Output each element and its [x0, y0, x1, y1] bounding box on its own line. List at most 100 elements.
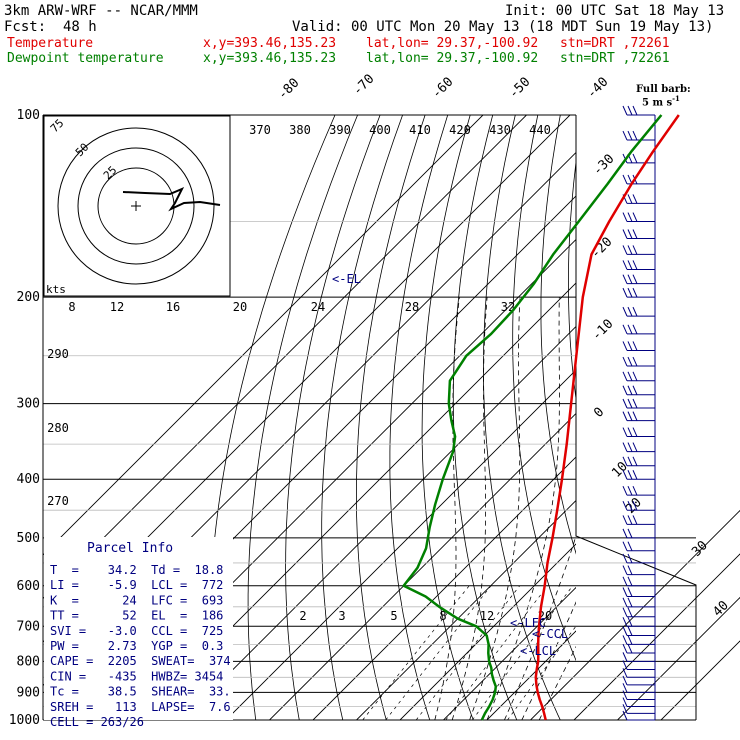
wind-barb: [622, 245, 655, 255]
dry-adiabat: [540, 115, 576, 555]
parcel-info-row: SVI = -3.0 CCL = 725: [50, 624, 223, 638]
wind-barb: [622, 442, 655, 453]
parcel-info-row: CELL = 263/26: [50, 715, 144, 729]
dewpoint-station: stn=DRT ,72261: [560, 51, 670, 66]
wind-barb: [622, 675, 655, 686]
theta-label: 440: [529, 123, 551, 137]
wind-barb: [622, 356, 655, 367]
wind-barb: [622, 576, 655, 587]
hodograph-trace: [122, 187, 221, 212]
isotherm-label: 0: [591, 405, 607, 421]
isotherm: [43, 115, 527, 600]
moist-adiabat: [434, 297, 460, 720]
temperature-legend: Temperature: [7, 36, 94, 51]
dry-adiabat: [718, 115, 740, 733]
parcel-info-row: PW = 2.73 YGP = 0.3: [50, 639, 223, 653]
mixing-ratio-label: 5: [390, 609, 397, 623]
pressure-tick-label: 400: [17, 472, 40, 487]
isotherm-label: -40: [584, 75, 611, 102]
dry-adiabat: [646, 115, 740, 733]
dewpoint-xy: x,y=393.46,135.23: [203, 51, 337, 66]
dry-adiabat: [321, 115, 403, 720]
moist-adiabat: [486, 297, 560, 720]
wind-barb: [622, 710, 655, 721]
wind-barb: [622, 212, 655, 223]
wind-barb: [622, 274, 655, 285]
moist-adiabat-label: 16: [166, 300, 180, 314]
parcel-info-row: CIN = -435 HWBZ= 3454: [50, 669, 223, 683]
hodograph-ring: [77, 147, 195, 265]
parcel-info-title: Parcel Info: [87, 541, 173, 556]
mixing-ratio-label: 2: [299, 609, 306, 623]
dry-adiabat: [247, 115, 358, 720]
isotherm: [269, 412, 576, 720]
isotherm-label: -80: [275, 76, 302, 103]
theta-label: 430: [489, 123, 511, 137]
pressure-tick-label: 600: [17, 579, 40, 594]
theta-label: 280: [47, 421, 69, 435]
wind-barb: [622, 371, 655, 382]
parcel-info-row: SREH = 113 LAPSE= 7.6: [50, 700, 231, 714]
frame-right: [575, 115, 697, 720]
isotherm: [312, 456, 576, 720]
hodograph-units: kts: [46, 283, 66, 296]
model-title: 3km ARW-WRF -- NCAR/MMM: [4, 3, 198, 19]
wind-barb: [622, 174, 655, 185]
barb-legend-line2: 5 m s-1: [642, 94, 680, 109]
mixing-ratio-label: 12: [480, 609, 494, 623]
isotherm: [573, 553, 740, 720]
wind-barb: [622, 427, 655, 438]
wind-barb: [622, 528, 655, 539]
moist-adiabat-label: 8: [68, 300, 75, 314]
isotherm-label: 10: [609, 459, 631, 481]
wind-barb: [622, 485, 655, 496]
forecast-label: Fcst:: [4, 19, 47, 35]
pressure-tick-label: 700: [17, 619, 40, 634]
isotherm: [43, 115, 484, 556]
temperature-latlon: lat,lon= 29.37,-100.92: [366, 36, 539, 51]
isotherm-label: 20: [623, 495, 645, 517]
theta-label: 390: [329, 123, 351, 137]
pressure-tick-label: 900: [17, 685, 40, 700]
valid-time: Valid: 00 UTC Mon 20 May 13 (18 MDT Sun …: [292, 19, 714, 35]
temperature-profile: [534, 114, 680, 721]
theta-label: 410: [409, 123, 431, 137]
isotherm-label: 40: [710, 598, 732, 620]
parcel-info-panel: Parcel Info T = 34.2 Td = 18.8LI = -5.9 L…: [44, 537, 233, 729]
parcel-info-bg: [44, 537, 233, 720]
dry-adiabat: [355, 115, 426, 720]
isotherm-label: 30: [689, 538, 711, 560]
isotherm-label: -20: [588, 235, 615, 262]
ccl-marker: <-CCL: [532, 627, 568, 641]
wind-barb: [622, 617, 655, 627]
isotherm: [660, 640, 740, 720]
pressure-tick-label: 500: [17, 531, 40, 546]
pressure-tick-label: 300: [17, 397, 40, 412]
isotherm: [182, 325, 576, 720]
mixing-ratio-line: [362, 585, 470, 720]
wind-barb: [622, 341, 655, 351]
wind-barb: [622, 411, 655, 422]
dewpoint-legend: Dewpoint temperature: [7, 51, 164, 66]
isotherm: [138, 282, 576, 720]
wind-barb: [622, 500, 655, 511]
pressure-tick-label: 800: [17, 654, 40, 669]
isotherm: [399, 543, 576, 720]
wind-barb: [622, 324, 655, 335]
isotherm-label: -60: [429, 75, 456, 102]
lfc-marker: <-LFC: [510, 616, 546, 630]
moist-adiabat-label: 24: [311, 300, 325, 314]
theta-label: 420: [449, 123, 471, 137]
theta-label: 370: [249, 123, 271, 137]
theta-label: 290: [47, 347, 69, 361]
isotherm: [225, 369, 576, 720]
wind-barb: [622, 260, 655, 270]
dry-adiabat: [452, 115, 518, 720]
wind-barb: [622, 565, 655, 576]
wind-barb: [622, 470, 655, 480]
dewpoint-latlon: lat,lon= 29.37,-100.92: [366, 51, 539, 66]
dry-adiabat: [695, 115, 740, 733]
wind-barb: [622, 704, 655, 714]
theta-label: 270: [47, 494, 69, 508]
